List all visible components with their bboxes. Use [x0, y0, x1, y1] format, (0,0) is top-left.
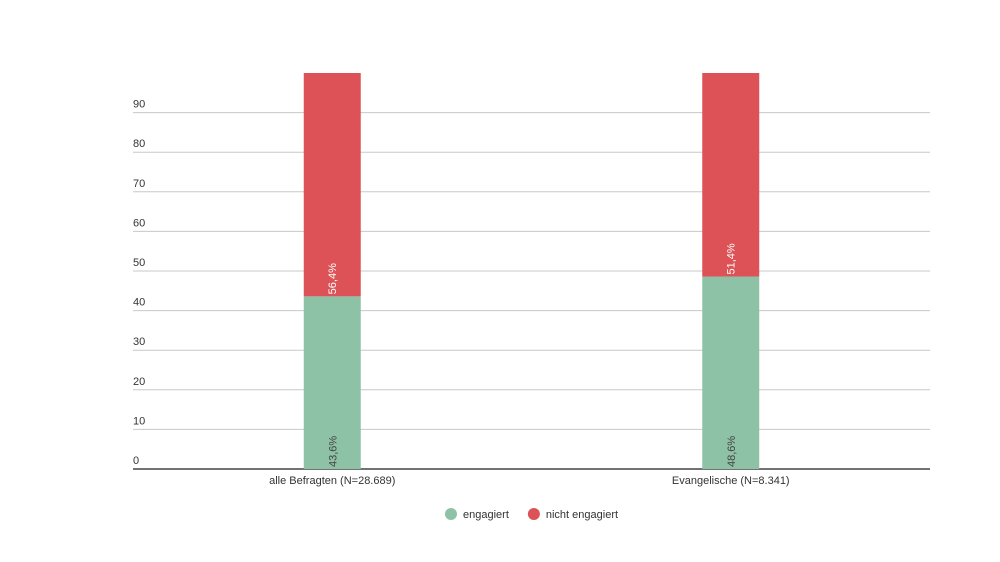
y-tick-label: 10: [133, 415, 145, 427]
value-label: 51,4%: [726, 243, 738, 274]
y-tick-label: 40: [133, 297, 145, 309]
y-tick-label: 20: [133, 376, 145, 388]
value-label: 48,6%: [726, 436, 738, 467]
y-tick-label: 30: [133, 336, 145, 348]
value-label: 56,4%: [327, 263, 339, 294]
legend-label: nicht engagiert: [546, 509, 618, 521]
y-tick-label: 60: [133, 217, 145, 229]
y-tick-label: 90: [133, 99, 145, 111]
x-tick-label: Evangelische (N=8.341): [672, 475, 790, 487]
value-label: 43,6%: [327, 436, 339, 467]
y-tick-label: 70: [133, 178, 145, 190]
x-tick-label: alle Befragten (N=28.689): [269, 475, 395, 487]
y-tick-label: 80: [133, 138, 145, 150]
y-tick-label: 50: [133, 257, 145, 269]
bar-segment: [702, 276, 760, 469]
bar-segment: [303, 296, 361, 469]
legend-label: engagiert: [463, 509, 509, 521]
legend-marker: [527, 508, 540, 520]
y-tick-label: 0: [133, 455, 139, 467]
bar-segment: [702, 73, 760, 277]
legend-marker: [445, 508, 457, 520]
bar-segment: [303, 73, 361, 297]
